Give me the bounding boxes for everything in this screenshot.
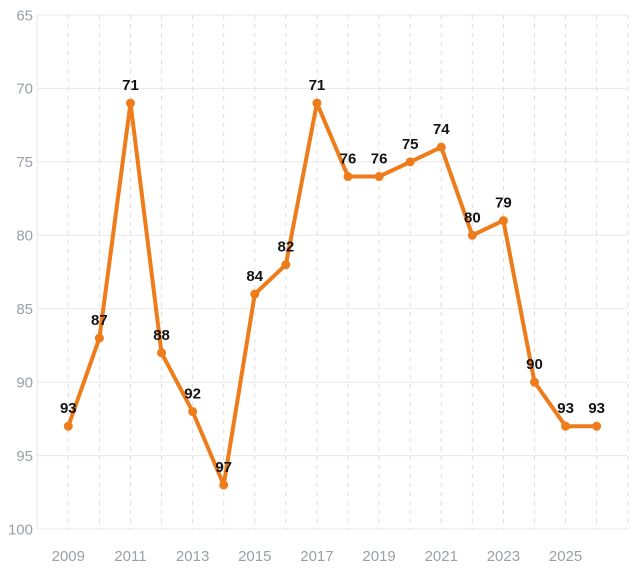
data-point-label: 93 xyxy=(60,400,77,417)
data-point-marker[interactable] xyxy=(219,480,229,490)
x-axis-tick-label: 2023 xyxy=(487,548,520,565)
data-point-marker[interactable] xyxy=(498,216,508,226)
x-axis-tick-label: 2011 xyxy=(114,548,146,565)
data-point-label: 79 xyxy=(495,195,512,212)
y-axis-tick-label: 70 xyxy=(16,81,33,98)
data-point-label: 93 xyxy=(557,400,574,417)
data-point-marker[interactable] xyxy=(312,98,322,108)
data-point-marker[interactable] xyxy=(592,421,602,431)
y-axis-tick-label: 80 xyxy=(16,228,33,245)
data-point-marker[interactable] xyxy=(405,157,415,167)
data-point-label: 75 xyxy=(402,136,419,153)
data-point-marker[interactable] xyxy=(530,377,539,387)
data-point-marker[interactable] xyxy=(374,172,384,182)
y-axis-tick-label: 65 xyxy=(16,7,33,24)
data-point-label: 71 xyxy=(122,77,139,94)
y-axis-tick-label: 90 xyxy=(16,374,33,391)
data-point-marker[interactable] xyxy=(94,333,104,343)
data-point-label: 82 xyxy=(278,239,295,256)
data-point-marker[interactable] xyxy=(63,421,73,431)
data-point-marker[interactable] xyxy=(188,407,198,417)
data-point-marker[interactable] xyxy=(281,260,291,270)
data-point-marker[interactable] xyxy=(125,98,135,108)
data-point-marker[interactable] xyxy=(467,230,477,240)
data-point-marker[interactable] xyxy=(561,421,571,431)
data-point-label: 93 xyxy=(588,400,605,417)
data-point-label: 71 xyxy=(309,77,326,94)
x-axis-tick-label: 2025 xyxy=(549,548,582,565)
data-point-label: 88 xyxy=(153,327,170,344)
data-point-label: 80 xyxy=(464,209,481,226)
data-point-label: 90 xyxy=(526,356,543,373)
x-axis-tick-label: 2009 xyxy=(52,548,85,565)
x-axis-tick-label: 2017 xyxy=(300,548,333,565)
data-point-label: 76 xyxy=(340,151,357,168)
data-point-label: 74 xyxy=(433,121,450,138)
x-axis-tick-label: 2015 xyxy=(238,548,271,565)
data-point-label: 84 xyxy=(246,268,263,285)
data-point-marker[interactable] xyxy=(343,172,353,182)
x-axis-tick-label: 2021 xyxy=(425,548,458,565)
data-point-label: 92 xyxy=(184,386,201,403)
data-point-marker[interactable] xyxy=(436,142,446,152)
y-axis-tick-label: 95 xyxy=(16,448,33,465)
y-axis-tick-label: 100 xyxy=(8,521,33,538)
y-axis-tick-label: 85 xyxy=(16,301,33,318)
x-axis-tick-label: 2013 xyxy=(176,548,209,565)
data-point-marker[interactable] xyxy=(157,348,167,358)
data-point-label: 87 xyxy=(91,312,108,329)
x-axis-tick-label: 2019 xyxy=(362,548,395,565)
data-point-marker[interactable] xyxy=(250,289,260,299)
data-point-label: 76 xyxy=(371,151,388,168)
series-line xyxy=(66,101,599,487)
y-axis-tick-label: 75 xyxy=(16,154,33,171)
data-point-label: 97 xyxy=(215,459,232,476)
